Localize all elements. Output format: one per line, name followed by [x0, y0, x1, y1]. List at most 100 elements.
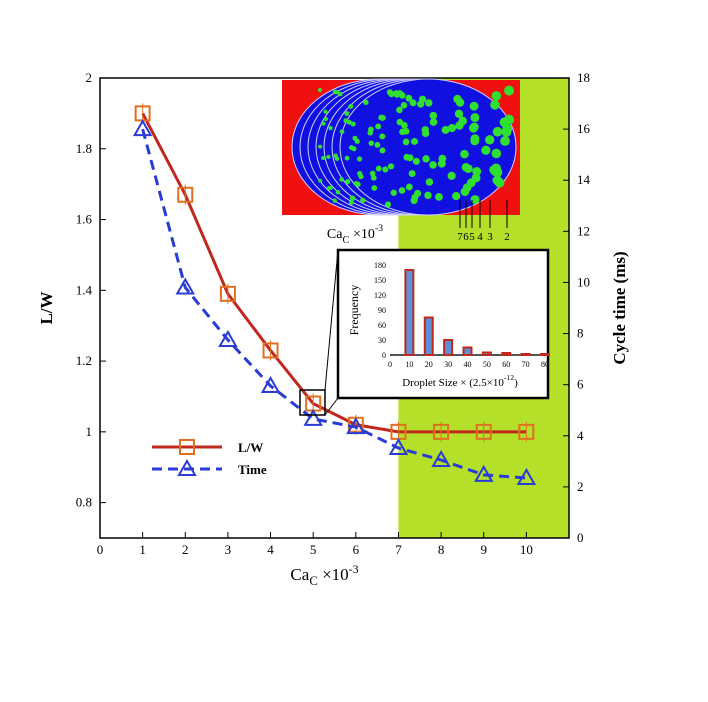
droplet-dot	[429, 118, 438, 126]
droplet-dot	[491, 91, 502, 101]
droplet-dot	[318, 144, 323, 149]
droplet-dot	[481, 145, 491, 155]
droplet-dot	[401, 121, 408, 129]
data-point	[177, 186, 194, 203]
plot-frame	[99, 77, 570, 539]
droplet-dot	[318, 88, 322, 92]
droplet-dot	[435, 193, 443, 201]
y-tick-label: 1.8	[76, 141, 92, 156]
droplet-dot	[429, 161, 437, 169]
hist-x-tick-label: 80	[541, 360, 549, 369]
droplet-dot	[318, 178, 323, 183]
droplet-dot	[422, 155, 430, 163]
contour-label: 6	[463, 231, 469, 243]
droplet-dot	[452, 191, 461, 201]
droplet-dot	[344, 111, 350, 116]
y2-tick-label: 6	[577, 377, 584, 392]
droplet-dot	[429, 111, 438, 120]
droplet-dot	[339, 129, 345, 135]
contour-label: 4	[477, 231, 483, 243]
droplet-dot	[441, 125, 450, 134]
droplet-dot	[323, 116, 329, 122]
droplet-dot	[403, 153, 411, 161]
x-tick-label: 2	[182, 542, 189, 557]
contour-label: 7	[457, 231, 463, 243]
droplet-dot	[335, 189, 341, 195]
y-tick-label: 1.6	[76, 212, 93, 227]
droplet-dot	[393, 90, 400, 97]
hist-x-label: Droplet Size × (2.5×10-12)	[402, 373, 518, 389]
droplet-dot	[375, 165, 382, 172]
droplet-dot	[321, 121, 326, 126]
droplet-dot	[350, 121, 356, 127]
droplet-dot	[469, 123, 478, 133]
droplet-dot	[344, 179, 350, 185]
data-point	[388, 438, 409, 456]
data-point	[518, 423, 535, 440]
hist-y-tick-label: 30	[378, 336, 386, 345]
droplet-dot	[400, 101, 408, 109]
legend-marker	[179, 439, 195, 455]
contour-label: 2	[504, 231, 510, 243]
droplet-dot	[412, 157, 420, 165]
hist-bar	[443, 339, 454, 356]
legend-label: Time	[238, 462, 267, 477]
droplet-dot	[356, 156, 363, 162]
y-tick-label: 2	[86, 70, 93, 85]
y2-tick-label: 2	[577, 479, 584, 494]
droplet-dot	[334, 156, 340, 161]
droplet-dot	[348, 199, 354, 205]
y-tick-label: 1	[86, 424, 93, 439]
x-tick-label: 9	[480, 542, 487, 557]
droplet-dot	[346, 119, 352, 125]
hist-y-tick-label: 150	[374, 276, 386, 285]
data-point	[262, 342, 279, 359]
droplet-dot	[368, 140, 375, 146]
droplet-dot	[425, 99, 433, 107]
y-tick-label: 0.8	[76, 495, 92, 510]
legend-marker	[177, 458, 197, 476]
droplet-dot	[326, 186, 332, 191]
droplet-dot	[357, 171, 363, 177]
droplet-dot	[350, 195, 356, 201]
droplet-dot	[398, 187, 406, 194]
data-point	[132, 119, 153, 137]
data-point	[260, 375, 281, 393]
droplet-dot	[348, 103, 354, 109]
droplet-dot	[402, 138, 410, 146]
data-point	[475, 423, 492, 440]
hist-y-label: Frequency	[347, 285, 361, 336]
x-tick-label: 4	[267, 542, 274, 557]
droplet-dot	[411, 193, 419, 201]
connector	[324, 397, 339, 416]
droplet-dot	[379, 147, 386, 154]
contour-label: 3	[487, 231, 493, 243]
droplet-dot	[455, 98, 465, 107]
hist-x-tick-label: 50	[483, 360, 491, 369]
x-tick-label: 1	[139, 542, 146, 557]
droplet-dot	[370, 175, 377, 181]
data-point	[303, 408, 323, 426]
droplet-dot	[390, 189, 397, 196]
data-point	[431, 450, 451, 468]
droplet-dot	[454, 109, 464, 119]
droplet-dot	[323, 109, 328, 114]
droplet-dot	[500, 136, 510, 146]
droplet-dot	[339, 177, 345, 182]
droplet-dot	[360, 197, 366, 203]
droplet-dot	[458, 116, 467, 126]
droplet-dot	[421, 126, 429, 134]
data-point	[346, 417, 366, 435]
hist-y-tick-label: 180	[374, 261, 386, 270]
droplet-dot	[424, 191, 432, 200]
hist-bar	[423, 316, 434, 356]
droplet-dot	[408, 170, 416, 178]
droplet-dot	[494, 177, 505, 188]
droplet-dot	[332, 89, 338, 95]
droplet-dot	[332, 198, 337, 203]
droplet-dot	[405, 183, 413, 191]
droplet-dot	[501, 126, 512, 137]
droplet-dot	[462, 183, 472, 192]
hist-y-tick-label: 0	[382, 351, 386, 360]
hist-x-tick-label: 30	[444, 360, 452, 369]
